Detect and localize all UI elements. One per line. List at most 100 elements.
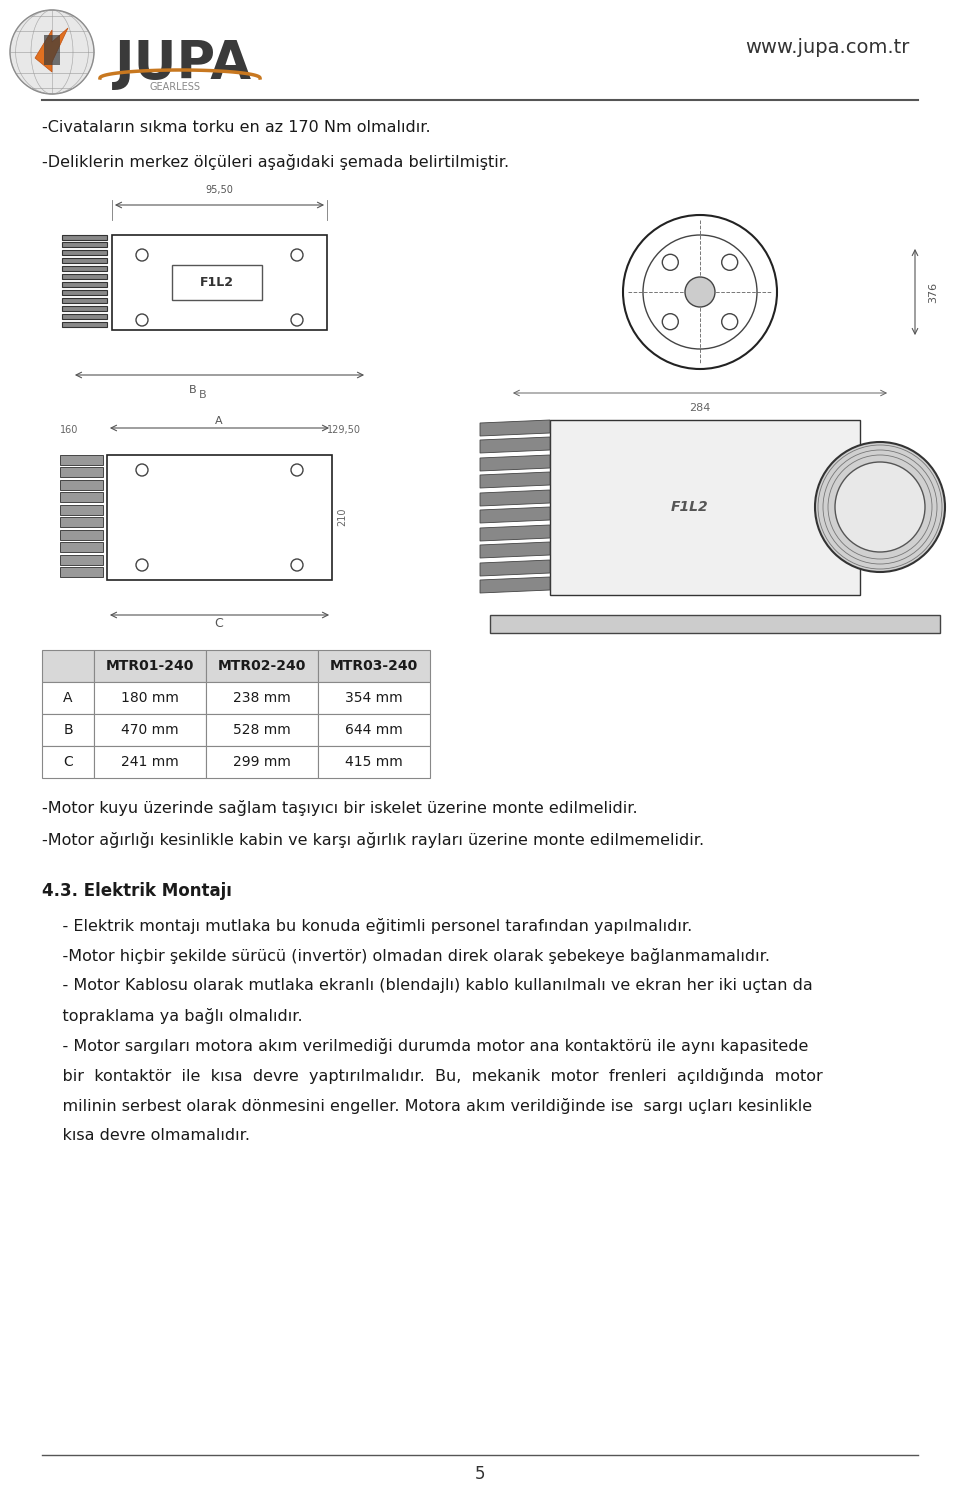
Bar xyxy=(62,250,107,256)
Text: 160: 160 xyxy=(60,425,79,435)
Text: 528 mm: 528 mm xyxy=(233,724,291,737)
Text: 299 mm: 299 mm xyxy=(233,755,291,768)
Text: 284: 284 xyxy=(689,404,710,413)
Text: topraklama ya bağlı olmalıdır.: topraklama ya bağlı olmalıdır. xyxy=(42,1008,302,1024)
Text: MTR02-240: MTR02-240 xyxy=(218,659,306,673)
Text: B: B xyxy=(189,386,197,395)
Bar xyxy=(318,682,430,715)
Text: 376: 376 xyxy=(928,281,938,302)
Circle shape xyxy=(835,462,925,552)
Bar xyxy=(94,682,206,715)
Polygon shape xyxy=(480,577,550,594)
Text: milinin serbest olarak dönmesini engeller. Motora akım verildiğinde ise  sargı u: milinin serbest olarak dönmesini engelle… xyxy=(42,1097,812,1114)
Bar xyxy=(206,682,318,715)
Circle shape xyxy=(136,314,148,326)
Polygon shape xyxy=(490,614,940,632)
Circle shape xyxy=(815,443,945,573)
Text: kısa devre olmamalıdır.: kısa devre olmamalıdır. xyxy=(42,1129,250,1144)
Text: -Motor hiçbir şekilde sürücü (invertör) olmadan direk olarak şebekeye bağlanmama: -Motor hiçbir şekilde sürücü (invertör) … xyxy=(42,948,770,964)
Bar xyxy=(62,259,107,263)
Text: B: B xyxy=(199,390,206,401)
Bar xyxy=(62,298,107,303)
Polygon shape xyxy=(550,420,860,595)
Text: 180 mm: 180 mm xyxy=(121,691,179,706)
Circle shape xyxy=(291,463,303,475)
Text: MTR03-240: MTR03-240 xyxy=(330,659,419,673)
Polygon shape xyxy=(480,507,550,523)
Bar xyxy=(206,650,318,682)
Polygon shape xyxy=(480,561,550,576)
Text: 644 mm: 644 mm xyxy=(346,724,403,737)
Bar xyxy=(62,266,107,271)
Text: -Civataların sıkma torku en az 170 Nm olmalıdır.: -Civataların sıkma torku en az 170 Nm ol… xyxy=(42,120,431,135)
Bar xyxy=(62,321,107,327)
Bar xyxy=(62,274,107,280)
Text: 129,50: 129,50 xyxy=(327,425,361,435)
Bar xyxy=(60,555,103,565)
Bar xyxy=(206,746,318,777)
Bar xyxy=(112,235,327,330)
Circle shape xyxy=(722,314,737,330)
Bar xyxy=(62,235,107,241)
Circle shape xyxy=(662,254,679,271)
Text: 95,50: 95,50 xyxy=(205,185,233,194)
Polygon shape xyxy=(480,420,550,437)
Text: GEARLESS: GEARLESS xyxy=(150,82,201,93)
Bar xyxy=(60,466,103,477)
Bar xyxy=(94,715,206,746)
Bar xyxy=(318,715,430,746)
Bar xyxy=(62,314,107,318)
Text: 5: 5 xyxy=(475,1465,485,1483)
Bar xyxy=(60,517,103,528)
Bar xyxy=(42,650,94,682)
Circle shape xyxy=(722,254,737,271)
Text: 210: 210 xyxy=(337,508,347,526)
Text: - Motor Kablosu olarak mutlaka ekranlı (blendajlı) kablo kullanılmalı ve ekran h: - Motor Kablosu olarak mutlaka ekranlı (… xyxy=(42,978,813,993)
Bar xyxy=(94,746,206,777)
Circle shape xyxy=(136,559,148,571)
Bar xyxy=(206,715,318,746)
Polygon shape xyxy=(480,525,550,541)
Text: bir  kontaktör  ile  kısa  devre  yaptırılmalıdır.  Bu,  mekanik  motor  frenler: bir kontaktör ile kısa devre yaptırılmal… xyxy=(42,1067,823,1084)
Polygon shape xyxy=(480,543,550,558)
Bar xyxy=(42,746,94,777)
Text: -Deliklerin merkez ölçüleri aşağıdaki şemada belirtilmiştir.: -Deliklerin merkez ölçüleri aşağıdaki şe… xyxy=(42,154,509,170)
Circle shape xyxy=(10,10,94,94)
Circle shape xyxy=(291,250,303,262)
Text: 470 mm: 470 mm xyxy=(121,724,179,737)
Text: A: A xyxy=(215,416,223,426)
Text: -Motor ağırlığı kesinlikle kabin ve karşı ağırlık rayları üzerine monte edilmeme: -Motor ağırlığı kesinlikle kabin ve karş… xyxy=(42,833,704,848)
Text: 354 mm: 354 mm xyxy=(346,691,403,706)
Text: 4.3. Elektrik Montajı: 4.3. Elektrik Montajı xyxy=(42,882,232,900)
Circle shape xyxy=(136,463,148,475)
Bar xyxy=(62,290,107,295)
Circle shape xyxy=(136,250,148,262)
Bar xyxy=(94,650,206,682)
Text: - Elektrik montajı mutlaka bu konuda eğitimli personel tarafından yapılmalıdır.: - Elektrik montajı mutlaka bu konuda eği… xyxy=(42,918,692,934)
Circle shape xyxy=(662,314,679,330)
Polygon shape xyxy=(480,472,550,487)
Circle shape xyxy=(291,559,303,571)
Bar xyxy=(107,454,332,580)
Circle shape xyxy=(291,314,303,326)
Bar xyxy=(60,567,103,577)
Text: JUPA: JUPA xyxy=(115,37,252,90)
Bar xyxy=(60,454,103,465)
Text: www.jupa.com.tr: www.jupa.com.tr xyxy=(746,37,910,57)
Circle shape xyxy=(685,277,715,306)
Text: C: C xyxy=(63,755,73,768)
Polygon shape xyxy=(44,34,60,64)
Bar xyxy=(318,746,430,777)
Bar xyxy=(60,531,103,540)
Bar xyxy=(42,715,94,746)
Text: C: C xyxy=(215,617,224,629)
Bar xyxy=(60,505,103,514)
Bar xyxy=(42,682,94,715)
Text: MTR01-240: MTR01-240 xyxy=(106,659,194,673)
Polygon shape xyxy=(480,490,550,505)
Text: A: A xyxy=(63,691,73,706)
Polygon shape xyxy=(35,28,68,72)
Text: 415 mm: 415 mm xyxy=(346,755,403,768)
Text: B: B xyxy=(63,724,73,737)
Bar xyxy=(62,306,107,311)
